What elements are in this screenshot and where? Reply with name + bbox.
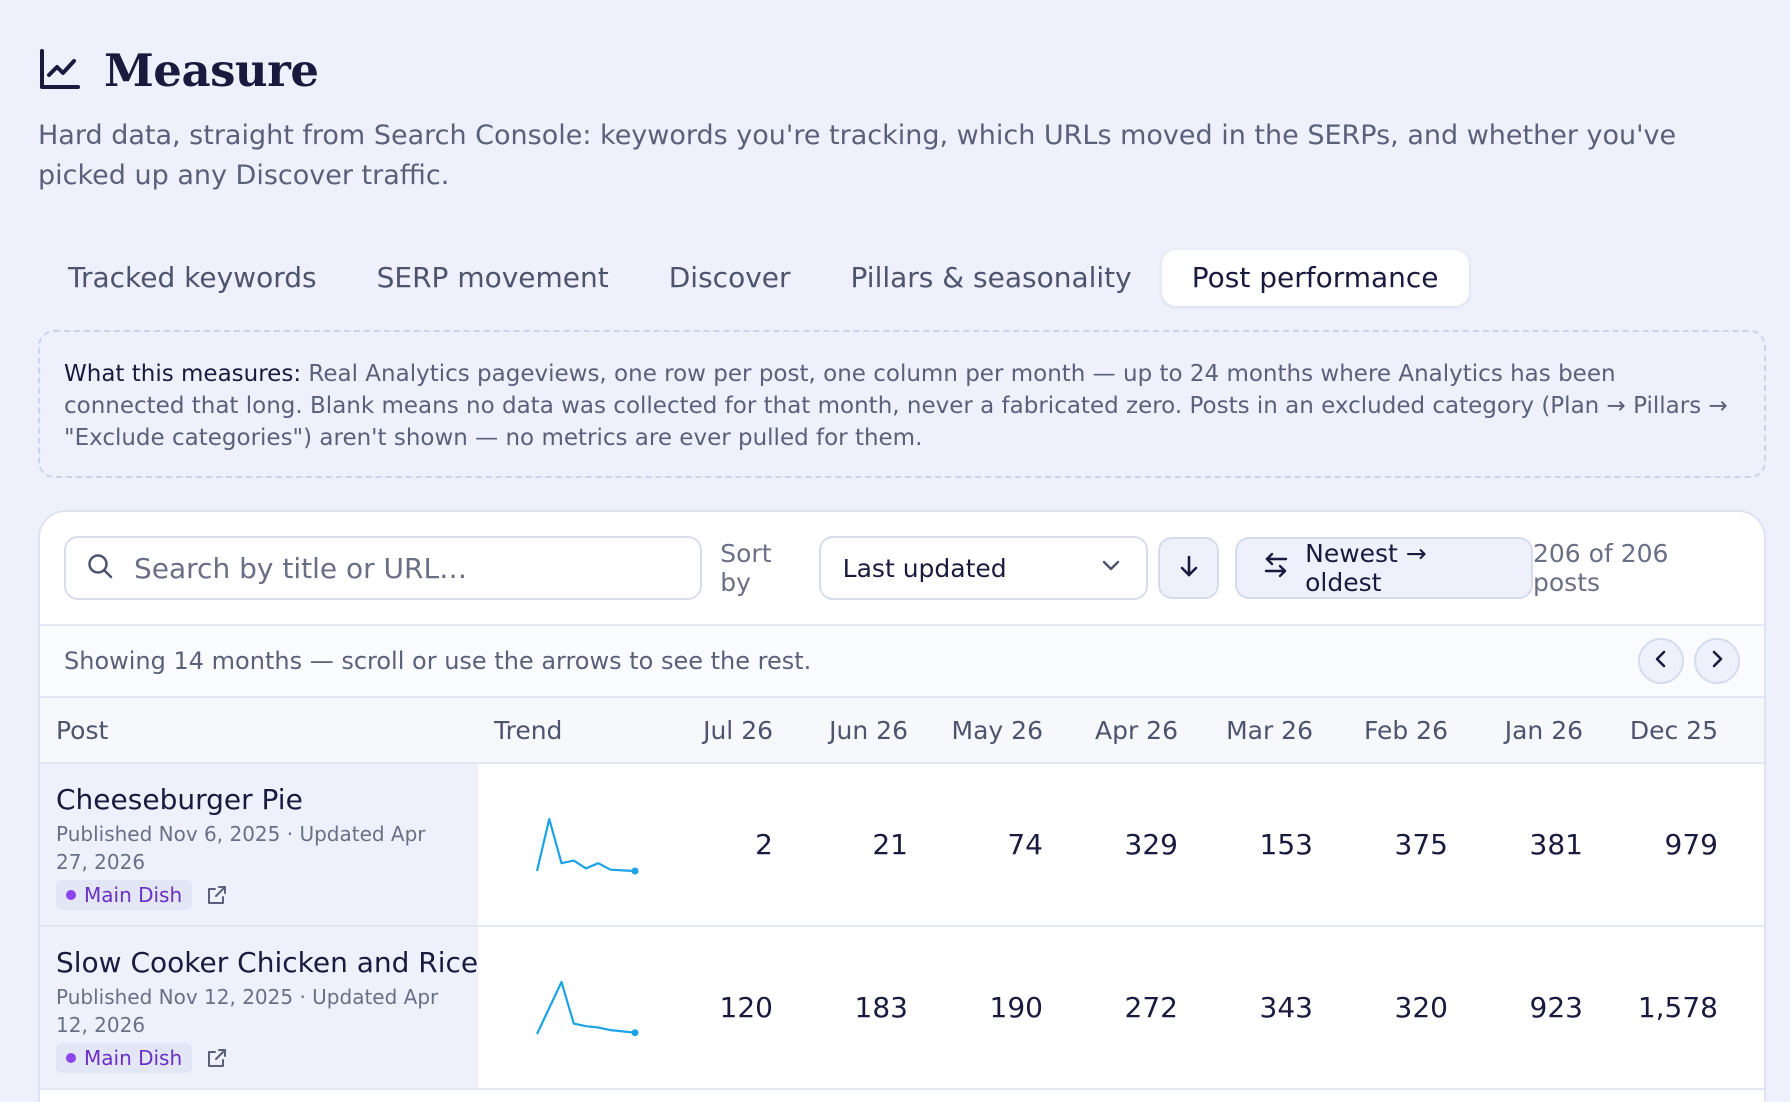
trend-endpoint (631, 1028, 639, 1036)
col-header-month: Jul 26 (703, 715, 773, 745)
external-link-icon[interactable] (206, 1047, 228, 1069)
order-toggle-button[interactable]: Newest → oldest (1235, 537, 1533, 599)
tab-serp-movement[interactable]: SERP movement (376, 261, 609, 294)
line-chart-icon (38, 47, 82, 95)
chevron-right-icon (1706, 648, 1728, 674)
month-value: 375 (1394, 828, 1448, 861)
month-value: 120 (719, 991, 773, 1024)
sort-value: Last updated (842, 553, 1007, 583)
col-header-month: Jun 26 (829, 715, 908, 745)
tab-tracked-keywords[interactable]: Tracked keywords (68, 261, 317, 294)
measure-info-box: What this measures: Real Analytics pagev… (38, 330, 1766, 478)
month-value: 343 (1259, 991, 1313, 1024)
month-value: 923 (1529, 991, 1583, 1024)
month-value: 74 (1007, 828, 1043, 861)
month-value: 21 (872, 828, 908, 861)
month-value: 2 (755, 828, 773, 861)
tab-bar: Tracked keywords SERP movement Discover … (38, 250, 1469, 306)
chevron-down-icon (1098, 552, 1124, 584)
tab-discover[interactable]: Discover (668, 261, 791, 294)
post-tags: Main Dish (56, 1043, 462, 1073)
month-value: 381 (1529, 828, 1583, 861)
trend-cell (478, 764, 658, 925)
sort-direction-button[interactable] (1158, 537, 1220, 599)
arrow-down-icon (1175, 552, 1203, 584)
category-label: Main Dish (84, 1046, 183, 1070)
post-title[interactable]: Slow Cooker Chicken and Rice (56, 946, 479, 979)
trend-sparkline (536, 980, 639, 1036)
trend-sparkline (535, 817, 639, 874)
col-header-trend: Trend (494, 715, 563, 745)
post-tags: Main Dish (56, 880, 462, 910)
month-value: 320 (1394, 991, 1448, 1024)
post-cell: Slow Cooker Chicken and Rice Published N… (40, 927, 478, 1088)
post-count: 206 of 206 posts (1533, 539, 1669, 597)
post-performance-card: Sort by Last updated (38, 510, 1766, 1102)
col-header-month: Apr 26 (1094, 715, 1178, 745)
swap-arrows-icon (1261, 550, 1291, 586)
info-body: Real Analytics pageviews, one row per po… (64, 361, 1728, 451)
post-meta: Published Nov 6, 2025 · Updated Apr 27, … (56, 822, 426, 874)
col-header-post[interactable]: Post (56, 715, 109, 745)
trend-cell (478, 927, 658, 1088)
post-cell: Cheeseburger Pie Published Nov 6, 2025 ·… (40, 764, 478, 925)
next-months-button[interactable] (1694, 638, 1740, 684)
search-box[interactable] (64, 536, 703, 600)
trend-endpoint (631, 867, 639, 874)
info-lead: What this measures: (64, 361, 302, 387)
category-badge: Main Dish (56, 880, 193, 910)
month-nav (1638, 638, 1740, 684)
sort-label: Sort by (720, 539, 772, 597)
col-header-month: Jan 26 (1504, 715, 1583, 745)
external-link-icon[interactable] (206, 884, 228, 906)
table-header: Post Trend Jul 26 Jun 26 May 26 Apr 26 M… (40, 698, 1764, 764)
showing-bar: Showing 14 months — scroll or use the ar… (40, 624, 1764, 698)
col-header-month: Mar 26 (1226, 715, 1313, 745)
tab-post-performance[interactable]: Post performance (1161, 250, 1469, 306)
month-value: 153 (1259, 828, 1313, 861)
tab-pillars-seasonality[interactable]: Pillars & seasonality (850, 261, 1132, 294)
search-input[interactable] (134, 551, 681, 585)
page-subtitle: Hard data, straight from Search Console:… (38, 120, 1677, 191)
category-dot (66, 890, 76, 900)
toolbar: Sort by Last updated (64, 536, 1740, 600)
post-title[interactable]: Cheeseburger Pie (56, 783, 303, 816)
page-header: Measure (38, 44, 319, 97)
month-value: 329 (1124, 828, 1178, 861)
chevron-left-icon (1650, 648, 1672, 674)
category-dot (66, 1053, 76, 1063)
sort-select[interactable]: Last updated (818, 536, 1149, 600)
category-badge: Main Dish (56, 1043, 193, 1073)
page-title: Measure (104, 44, 319, 97)
post-performance-table: Post Trend Jul 26 Jun 26 May 26 Apr 26 M… (40, 698, 1764, 1090)
post-meta: Published Nov 12, 2025 · Updated Apr 12,… (56, 985, 439, 1037)
table-row: Slow Cooker Chicken and Rice Published N… (40, 927, 1764, 1090)
trend-line (535, 817, 636, 872)
month-value: 190 (989, 991, 1043, 1024)
trend-line (536, 980, 636, 1034)
table-row: Cheeseburger Pie Published Nov 6, 2025 ·… (40, 764, 1764, 927)
showing-text: Showing 14 months — scroll or use the ar… (64, 647, 812, 675)
col-header-month: May 26 (951, 715, 1043, 745)
prev-months-button[interactable] (1638, 638, 1684, 684)
search-icon (86, 552, 114, 584)
month-value: 1,578 (1637, 991, 1718, 1024)
month-value: 183 (854, 991, 908, 1024)
col-header-month: Feb 26 (1363, 715, 1448, 745)
month-value: 272 (1124, 991, 1178, 1024)
month-value: 979 (1664, 828, 1718, 861)
col-header-month: Dec 25 (1629, 715, 1718, 745)
order-label: Newest → oldest (1305, 539, 1427, 597)
category-label: Main Dish (84, 883, 183, 907)
